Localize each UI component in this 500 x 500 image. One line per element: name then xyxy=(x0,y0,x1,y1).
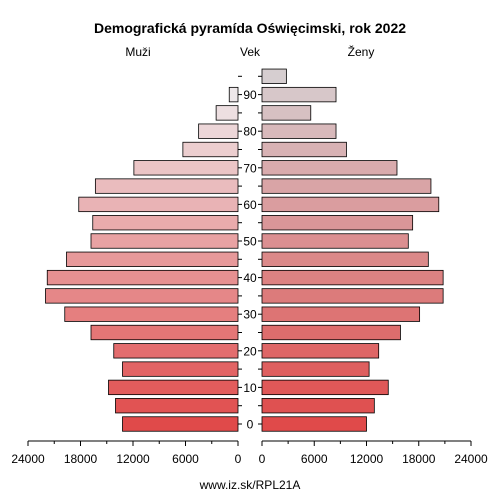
age-tick-label: 50 xyxy=(243,235,257,249)
male-bar-0-4 xyxy=(122,416,239,432)
age-axis: 0 10 20 30 40 50 60 70 80 90 xyxy=(238,75,262,432)
x-axis-right: 0 6000 12000 18000 24000 xyxy=(259,440,488,466)
female-bar-80-84 xyxy=(261,123,337,139)
male-bar-50-54 xyxy=(90,233,239,249)
female-bar-35-39 xyxy=(261,288,444,304)
female-bar-20-24 xyxy=(261,343,380,359)
x-tick-label-right: 6000 xyxy=(301,452,328,466)
x-tick-label-left: 6000 xyxy=(172,452,199,466)
male-bar-65-69 xyxy=(94,178,239,194)
age-tick-label: 40 xyxy=(243,271,257,285)
x-axis-left: 24000 18000 12000 6000 0 xyxy=(11,440,242,466)
male-bar-30-34 xyxy=(64,306,239,322)
male-bar-80-84 xyxy=(198,123,239,139)
x-tick-label-right: 18000 xyxy=(402,452,436,466)
male-bar-55-59 xyxy=(92,215,239,231)
female-bar-30-34 xyxy=(261,306,421,322)
age-tick-label: 10 xyxy=(243,381,257,395)
male-bar-40-44 xyxy=(46,269,239,286)
age-tick-label: 0 xyxy=(247,418,254,432)
x-tick-label-left: 18000 xyxy=(64,452,98,466)
male-bar-90+ xyxy=(228,86,239,103)
left-label: Muži xyxy=(125,45,150,59)
x-tick-label-left: 24000 xyxy=(11,452,45,466)
female-bar-25-29 xyxy=(261,324,401,341)
female-bar-50-54 xyxy=(261,233,409,249)
x-tick-label-right: 12000 xyxy=(350,452,384,466)
male-bar-10-14 xyxy=(108,379,239,396)
age-tick-label: 20 xyxy=(243,344,257,358)
x-tick-label-right: 0 xyxy=(259,452,266,466)
male-bar-75-79 xyxy=(182,141,239,158)
age-tick-label: 80 xyxy=(243,125,257,139)
female-bar-5-9 xyxy=(261,398,375,414)
chart-title: Demografická pyramída Oświęcimski, rok 2… xyxy=(94,20,406,36)
male-bar-25-29 xyxy=(90,324,239,341)
female-bar-75-79 xyxy=(261,141,347,158)
female-bar-10-14 xyxy=(261,379,389,396)
female-bar-85-89 xyxy=(261,105,312,121)
male-bar-70-74 xyxy=(133,160,239,176)
female-bar-15-19 xyxy=(261,361,370,377)
male-bars xyxy=(45,86,239,432)
right-label: Ženy xyxy=(348,44,375,59)
male-bar-85-89 xyxy=(215,105,239,121)
x-tick-label-left: 12000 xyxy=(116,452,150,466)
female-bar-90+ xyxy=(261,86,337,103)
x-tick-label-right: 24000 xyxy=(454,452,488,466)
female-bar-95+ xyxy=(261,68,287,84)
female-bar-40-44 xyxy=(261,269,444,286)
x-tick-label-left: 0 xyxy=(235,452,242,466)
female-bar-45-49 xyxy=(261,251,429,267)
age-tick-label: 70 xyxy=(243,161,257,175)
male-bar-20-24 xyxy=(113,343,239,359)
female-bar-65-69 xyxy=(261,178,432,194)
male-bar-45-49 xyxy=(66,251,239,267)
male-bar-60-64 xyxy=(78,196,239,213)
age-tick-label: 90 xyxy=(243,88,257,102)
female-bar-60-64 xyxy=(261,196,440,213)
female-bar-70-74 xyxy=(261,160,398,176)
footer-source: www.iz.sk/RPL21A xyxy=(199,478,301,492)
age-tick-label: 30 xyxy=(243,308,257,322)
center-label: Vek xyxy=(240,45,261,59)
male-bar-5-9 xyxy=(115,398,239,414)
age-tick-label: 60 xyxy=(243,198,257,212)
female-bar-55-59 xyxy=(261,215,414,231)
female-bars xyxy=(261,68,444,432)
male-bar-15-19 xyxy=(122,361,239,377)
female-bar-0-4 xyxy=(261,416,367,432)
male-bar-35-39 xyxy=(45,288,239,304)
